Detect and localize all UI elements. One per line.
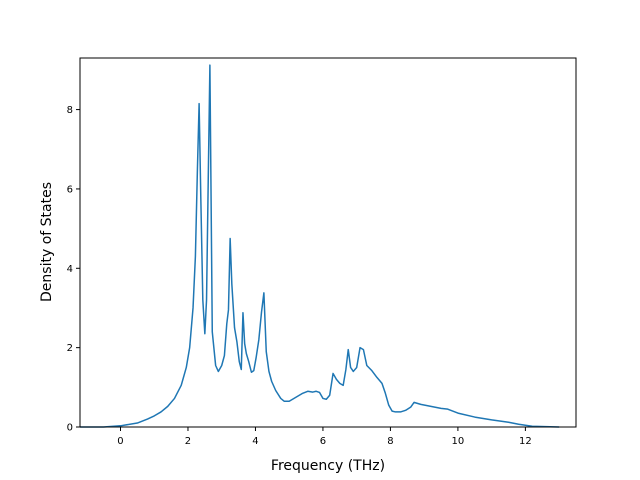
x-tick-label: 0 [117,436,123,447]
y-tick-label: 6 [67,184,73,195]
y-tick-label: 4 [67,264,73,275]
axes-frame [79,57,577,428]
y-axis-label: Density of States [39,182,55,302]
x-tick-label: 6 [320,436,326,447]
x-tick-label: 10 [452,436,465,447]
y-tick-label: 8 [67,105,73,116]
x-axis: 0 2 4 6 8 10 12 [117,427,532,447]
x-tick-label: 4 [252,436,258,447]
x-tick-label: 12 [519,436,532,447]
x-axis-label: Frequency (THz) [271,458,385,474]
y-axis: 0 2 4 6 8 [67,105,80,434]
dos-series-line-0 [80,64,560,428]
y-tick-label: 2 [67,343,73,354]
y-tick-label: 0 [67,423,73,434]
x-tick-label: 8 [387,436,393,447]
x-tick-label: 2 [185,436,191,447]
